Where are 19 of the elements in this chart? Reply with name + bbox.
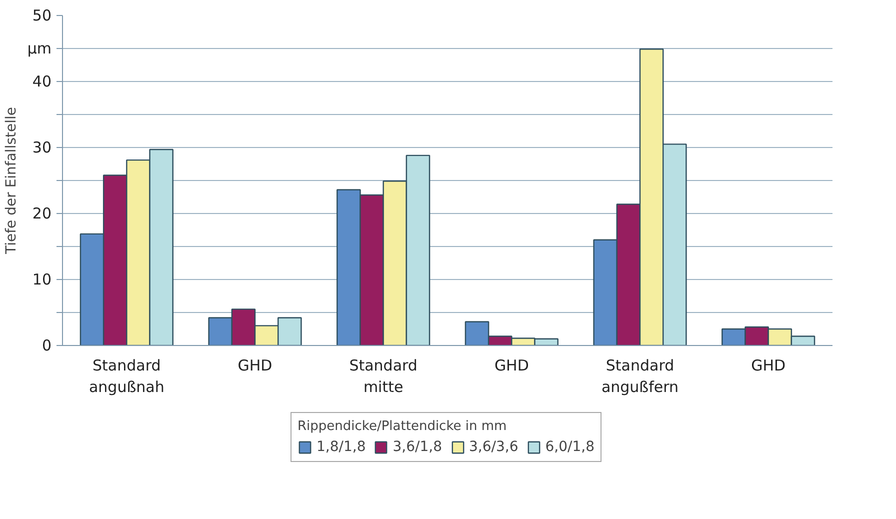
x-tick-label: Standard angußfern [601, 356, 679, 396]
x-tick-label: Standard angußnah [88, 356, 164, 396]
x-tick-label: GHD [751, 356, 786, 374]
y-tick-label: 50 [32, 6, 52, 24]
y-axis-title: Tiefe der Einfallstelle [3, 106, 20, 256]
legend-title: Rippendicke/Plattendicke in mm [298, 418, 508, 434]
y-tick-label: 30 [32, 138, 52, 156]
legend-label: 6,0/1,8 [545, 438, 594, 454]
x-tick-label: GHD [238, 356, 272, 374]
legend-label: 3,6/3,6 [469, 438, 518, 454]
y-tick-label: 10 [32, 270, 52, 288]
y-tick-label: µm [27, 40, 52, 58]
y-tick-label: 20 [32, 204, 52, 222]
x-tick-label: Standard mitte [349, 356, 418, 396]
legend-label: 1,8/1,8 [316, 438, 366, 454]
y-tick-label: 40 [32, 72, 52, 90]
x-tick-label: GHD [494, 356, 529, 374]
legend-label: 3,6/1,8 [392, 438, 442, 454]
y-tick-label: 0 [42, 336, 52, 354]
